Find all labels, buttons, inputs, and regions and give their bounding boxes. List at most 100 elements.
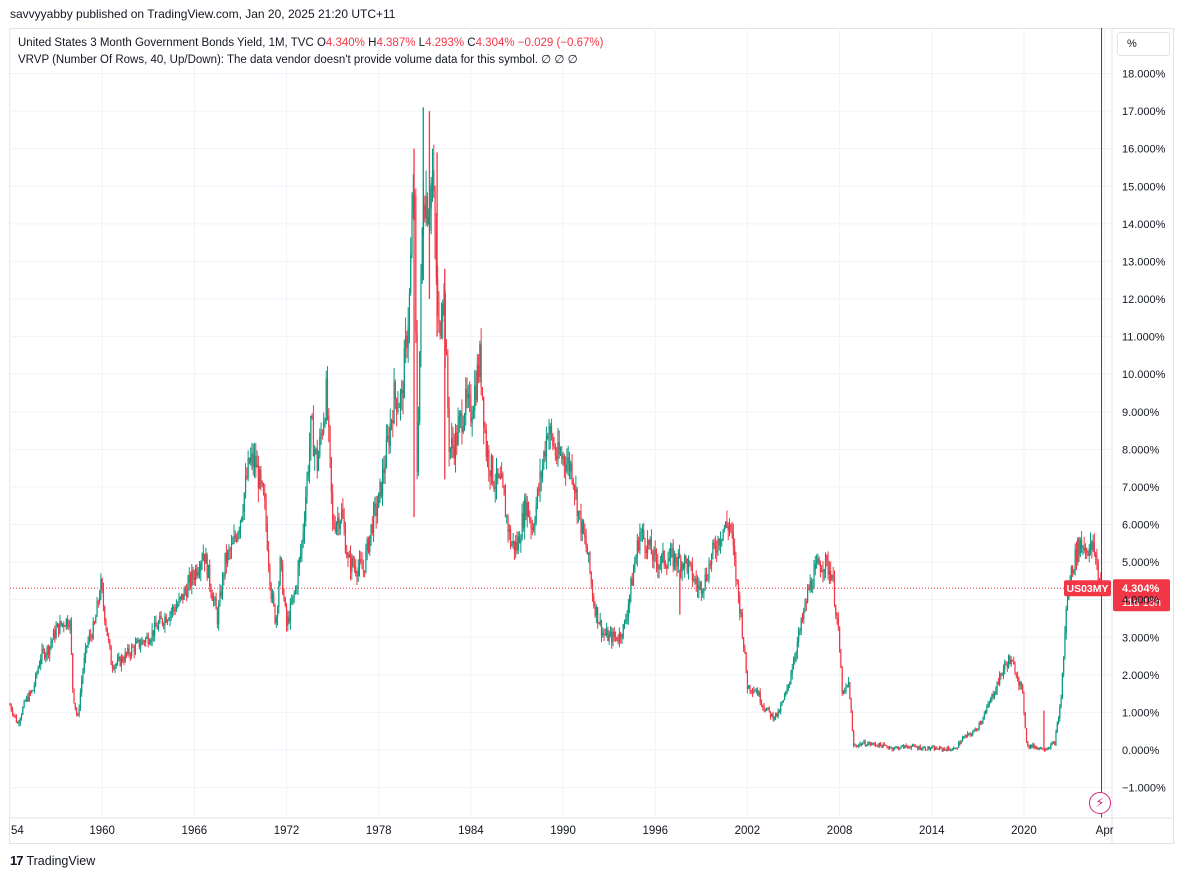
candle-body xyxy=(302,532,304,542)
candle-body xyxy=(453,445,455,459)
candle-body xyxy=(150,639,152,643)
candle-body xyxy=(360,558,362,563)
candle-body xyxy=(890,747,892,749)
candle-body xyxy=(763,706,765,710)
bolt-icon[interactable]: ⚡ xyxy=(1089,792,1111,814)
candle-body xyxy=(142,640,144,642)
candle-body xyxy=(749,685,751,691)
candle-body xyxy=(1002,668,1005,675)
candle-body xyxy=(238,530,240,534)
candle-body xyxy=(348,554,350,558)
candle-body xyxy=(955,747,957,749)
candle-body xyxy=(1055,731,1057,745)
candle-body xyxy=(750,690,752,692)
last-price-tag xyxy=(1113,579,1170,612)
price-unit-selector[interactable]: % xyxy=(1117,32,1170,56)
candle-body xyxy=(46,646,48,655)
candle-body xyxy=(306,475,308,498)
candle-body xyxy=(219,591,221,605)
candle-body xyxy=(288,616,290,622)
candle-body xyxy=(776,712,778,717)
vrvp-indicator-label[interactable]: VRVP (Number Of Rows, 40, Up/Down): The … xyxy=(18,54,538,66)
candle-body xyxy=(141,640,143,645)
candle-body xyxy=(766,708,768,711)
candle-body xyxy=(498,475,500,478)
candle-body xyxy=(156,626,158,630)
candle-body xyxy=(662,551,664,555)
candle-body xyxy=(1005,663,1007,665)
candle-body xyxy=(230,544,233,551)
time-axis: 54 1960 1966 1972 1978 1984 1990 1996 2002 2008 20… xyxy=(10,817,1174,837)
candle-body xyxy=(790,674,792,682)
candle-body xyxy=(1082,547,1084,549)
last-price-label: 4.304% xyxy=(1122,583,1160,595)
candle-body xyxy=(741,612,743,637)
candle-body xyxy=(216,609,219,625)
candle-body xyxy=(392,420,394,424)
candle-body xyxy=(420,277,422,352)
candle-body xyxy=(910,746,912,749)
candle-body xyxy=(545,435,548,457)
candle-body xyxy=(293,593,295,596)
candle-body xyxy=(494,486,496,490)
candle-body xyxy=(389,423,391,446)
candle-body xyxy=(29,692,32,693)
candle-body xyxy=(822,570,824,573)
candle-body xyxy=(643,529,645,539)
candle-body xyxy=(652,554,654,561)
candle-body xyxy=(82,670,84,681)
legend-symbol[interactable]: United States 3 Month Government Bonds Y… xyxy=(18,37,314,49)
candle-body xyxy=(33,685,35,691)
candle-body xyxy=(333,520,335,527)
candle-body xyxy=(367,539,370,553)
candle-body xyxy=(128,647,130,655)
candle-body xyxy=(193,577,195,580)
candle-body xyxy=(492,455,494,484)
candle-body xyxy=(974,729,976,731)
candle-body xyxy=(1078,538,1080,555)
candle-body xyxy=(63,623,65,627)
candle-body xyxy=(943,748,946,750)
candle-body xyxy=(1057,718,1060,724)
candle-body xyxy=(93,621,96,624)
candle-body xyxy=(328,415,330,427)
candle-body xyxy=(831,575,833,581)
candle-body xyxy=(782,699,784,703)
candle-body xyxy=(950,750,952,751)
candle-body xyxy=(598,622,600,624)
candle-body xyxy=(607,629,609,641)
candle-body xyxy=(1028,745,1030,749)
candle-body xyxy=(215,598,217,610)
candle-body xyxy=(812,588,814,590)
candle-body xyxy=(903,745,905,749)
candle-body xyxy=(228,550,230,552)
candle-body xyxy=(603,632,605,635)
candle-body xyxy=(600,620,603,636)
candle-body xyxy=(310,415,312,448)
candle-body xyxy=(87,640,89,646)
candle-body xyxy=(83,658,85,671)
candle-body xyxy=(40,658,42,665)
candle-body xyxy=(380,481,382,497)
candle-body xyxy=(471,418,473,423)
candle-body xyxy=(575,488,577,493)
candle-body xyxy=(211,594,213,601)
candle-body xyxy=(936,747,938,750)
candle-body xyxy=(929,748,932,750)
candle-body xyxy=(116,659,119,664)
candle-body xyxy=(623,622,626,625)
y-tick-label: 0.000% xyxy=(1122,745,1160,757)
candle-body xyxy=(502,474,504,486)
y-tick-label: 2.000% xyxy=(1122,670,1160,682)
candle-body xyxy=(356,573,358,577)
candle-body xyxy=(753,690,755,693)
candle-body xyxy=(484,427,486,430)
candle-body xyxy=(678,553,681,558)
close-value: 4.304% xyxy=(475,37,515,49)
candle-body xyxy=(56,623,58,628)
candle-body xyxy=(566,463,568,472)
x-tick-label: 1972 xyxy=(274,825,300,837)
candle-body xyxy=(119,657,121,666)
candle-body xyxy=(305,497,307,522)
